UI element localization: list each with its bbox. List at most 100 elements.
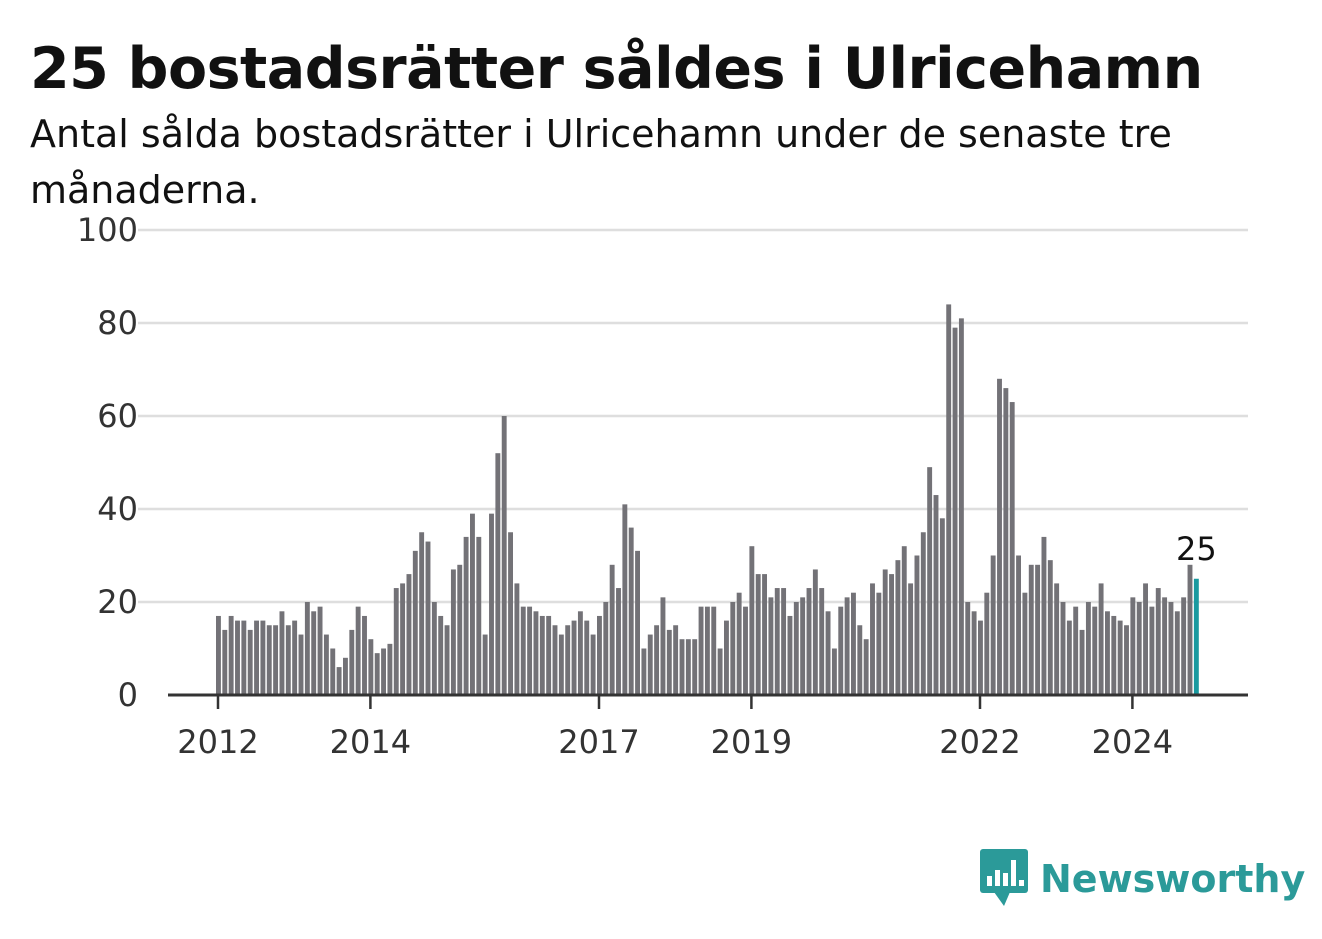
bar [450, 569, 456, 695]
bar [635, 550, 640, 695]
bar [362, 615, 367, 695]
bar [260, 620, 266, 695]
bar [863, 639, 869, 695]
bar [1016, 555, 1021, 695]
bar [565, 625, 571, 695]
bar [1155, 588, 1161, 695]
bar [216, 615, 221, 695]
bar [222, 629, 228, 695]
bar [889, 574, 894, 695]
bar [508, 532, 513, 695]
bar [533, 611, 539, 695]
bar [444, 625, 450, 695]
bar [749, 546, 755, 695]
bar [514, 583, 520, 695]
bar [1143, 583, 1148, 695]
bar [1009, 402, 1015, 695]
x-tick-label: 2019 [711, 723, 792, 761]
bar [844, 597, 850, 695]
bar [781, 588, 787, 695]
y-tick-label: 40 [97, 490, 138, 528]
bar [1041, 536, 1047, 695]
bar [736, 592, 742, 695]
bar [527, 606, 533, 695]
bar [1162, 597, 1168, 695]
bar [895, 560, 901, 695]
bar [247, 629, 253, 695]
bar [1111, 615, 1117, 695]
bar [952, 327, 958, 695]
bar [552, 625, 558, 695]
bar [743, 606, 748, 695]
bar [768, 597, 774, 695]
bar [825, 611, 831, 695]
bar [679, 639, 685, 695]
page-subtitle: Antal sålda bostadsrätter i Ulricehamn u… [30, 112, 1172, 212]
bar [654, 625, 660, 695]
bar [323, 634, 329, 695]
bar [812, 569, 818, 695]
tick-labels: 0 20 40 60 80 100 2012 2014 2017 2019 2022 2024 25 [77, 211, 1217, 761]
bar [666, 629, 672, 695]
bar [819, 588, 825, 695]
bar [1035, 564, 1041, 695]
bar [1130, 597, 1136, 695]
bar [831, 648, 837, 695]
brand: Newsworthy [980, 848, 1305, 910]
bar [273, 625, 279, 695]
page-title: 25 bostadsrätter såldes i Ulricehamn [30, 36, 1203, 102]
bar [457, 564, 463, 695]
bar [558, 634, 564, 695]
bar [647, 634, 653, 695]
bar [1003, 388, 1009, 695]
bar [920, 532, 926, 695]
bar [692, 639, 698, 695]
bar [355, 606, 361, 695]
bar [857, 625, 863, 695]
y-tick-label: 20 [97, 583, 138, 621]
bar [914, 555, 920, 695]
bar [958, 318, 964, 695]
bar [730, 602, 736, 695]
bar [470, 513, 475, 695]
bar [546, 615, 552, 695]
bars [216, 304, 1199, 695]
bar [1079, 629, 1085, 695]
bar [482, 634, 488, 695]
y-tick-label: 60 [97, 397, 138, 435]
bar [806, 588, 812, 695]
bar [343, 657, 348, 695]
bar [311, 611, 317, 695]
bar [717, 648, 723, 695]
bar [571, 620, 577, 695]
bar [685, 639, 691, 695]
bar [939, 518, 945, 695]
bar [787, 615, 793, 695]
bar [1047, 560, 1053, 695]
bar [387, 643, 393, 695]
bar [698, 606, 704, 695]
bar [800, 597, 806, 695]
bar [374, 653, 380, 695]
bar [609, 564, 615, 695]
bar [984, 592, 990, 695]
bar [774, 588, 780, 695]
bar [330, 648, 336, 695]
bar [381, 648, 386, 695]
bar [1073, 606, 1079, 695]
bar [673, 625, 679, 695]
bar [965, 602, 971, 695]
bar [1181, 597, 1187, 695]
x-tick-label: 2014 [330, 723, 411, 761]
bar [590, 634, 596, 695]
bar [603, 602, 609, 695]
bar [266, 625, 272, 695]
bar [876, 592, 882, 695]
y-tick-label: 100 [77, 211, 138, 249]
bar [285, 625, 291, 695]
bar [997, 378, 1002, 695]
brand-name: Newsworthy [1040, 857, 1306, 901]
bar [1174, 611, 1180, 695]
bar [419, 532, 425, 695]
bar [1022, 592, 1028, 695]
